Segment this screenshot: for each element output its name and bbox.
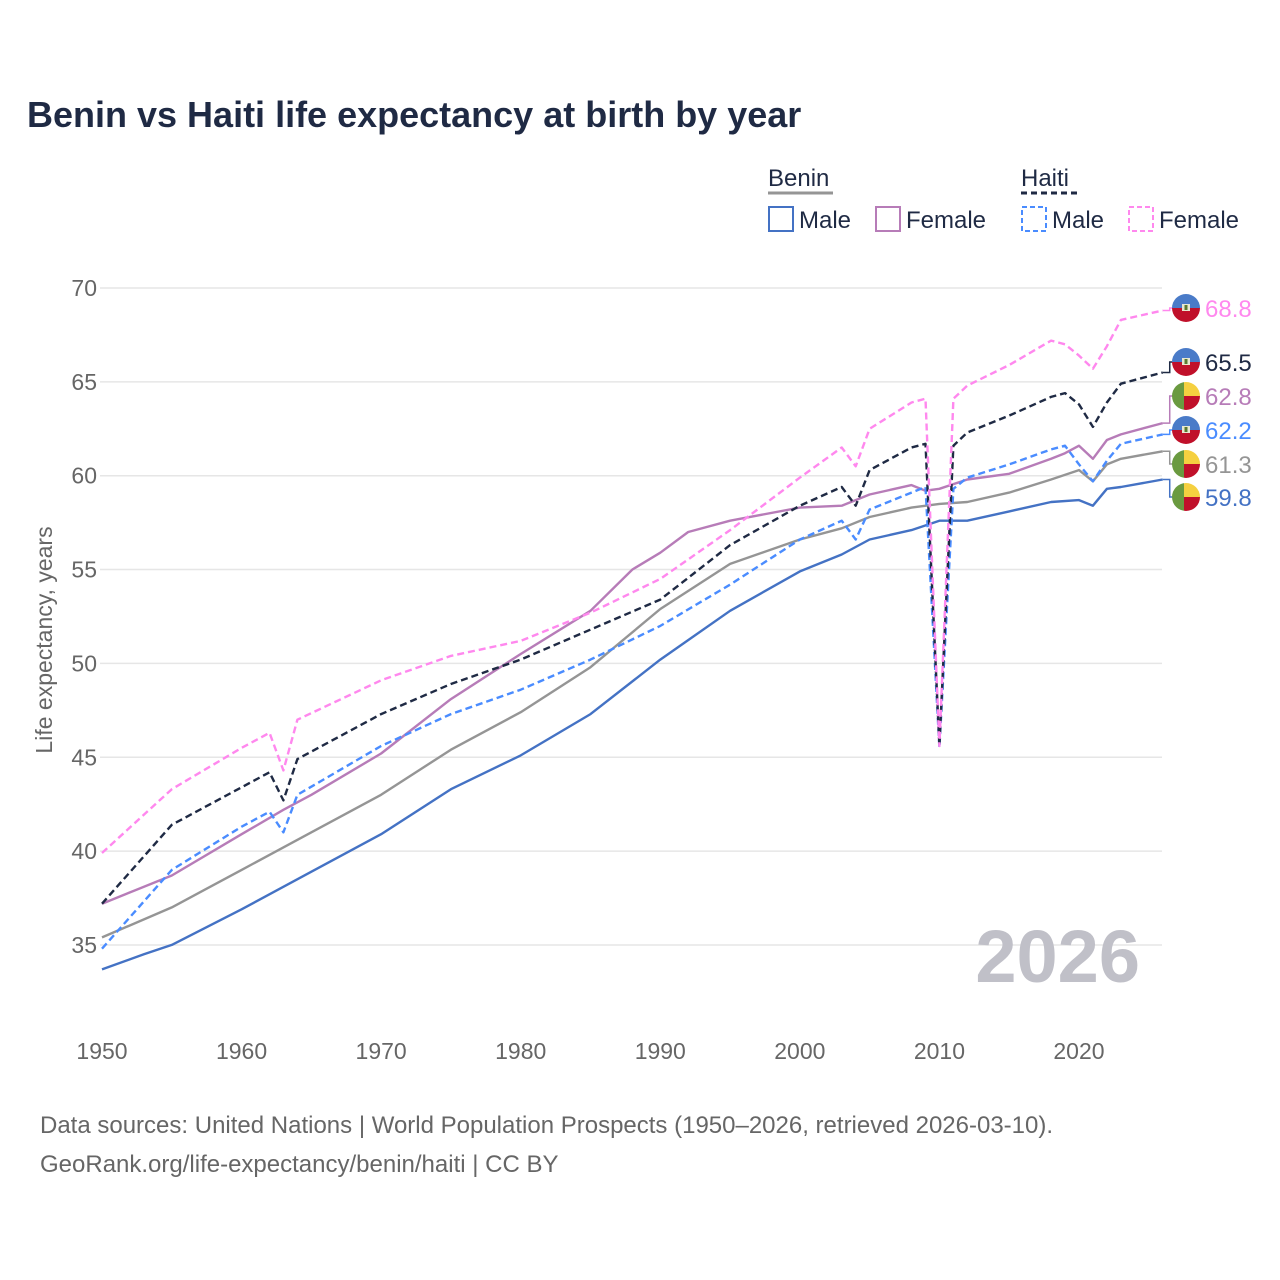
footer: Data sources: United Nations | World Pop… (40, 1106, 1053, 1184)
x-tick-label: 1970 (356, 1038, 407, 1064)
y-axis-label: Life expectancy, years (31, 526, 57, 753)
x-tick-label: 1960 (216, 1038, 267, 1064)
legend-benin-male[interactable]: Male (799, 207, 851, 234)
x-tick-label: 2020 (1053, 1038, 1104, 1064)
haiti-flag-icon (1172, 294, 1200, 322)
benin-flag-icon (1172, 382, 1200, 410)
legend-benin-female[interactable]: Female (906, 207, 986, 234)
haiti-flag-icon (1172, 416, 1200, 444)
y-tick-label: 55 (71, 557, 97, 583)
y-tick-label: 40 (71, 838, 97, 864)
x-tick-label: 1950 (76, 1038, 127, 1064)
chart-title: Benin vs Haiti life expectancy at birth … (27, 94, 802, 135)
legend-haiti-female[interactable]: Female (1159, 207, 1239, 234)
legend-group-haiti: Haiti (1021, 165, 1069, 192)
legend-swatch-haiti-male (1021, 206, 1047, 232)
end-value-label: 59.8 (1205, 485, 1252, 512)
series-line-haiti (101, 371, 1164, 905)
benin-flag-icon (1172, 450, 1200, 478)
end-value-label: 61.3 (1205, 452, 1252, 479)
x-tick-label: 2000 (774, 1038, 825, 1064)
x-tick-label: 1990 (635, 1038, 686, 1064)
y-tick-label: 60 (71, 463, 97, 489)
series-line-haiti-male (101, 433, 1163, 950)
source-link[interactable]: GeoRank.org/life-expectancy/benin/haiti … (40, 1151, 559, 1178)
y-tick-label: 45 (71, 744, 97, 770)
y-tick-label: 65 (71, 369, 97, 395)
y-tick-label: 35 (71, 932, 97, 958)
haiti-flag-icon (1172, 348, 1200, 376)
legend-swatch-benin-female (875, 206, 901, 232)
end-value-label: 65.5 (1205, 350, 1252, 377)
end-value-label: 68.8 (1205, 296, 1252, 323)
year-watermark: 2026 (975, 915, 1140, 998)
data-sources: Data sources: United Nations | World Pop… (40, 1112, 1054, 1139)
x-tick-label: 1980 (495, 1038, 546, 1064)
series-line-haiti-female (101, 309, 1163, 854)
legend-swatch-haiti-female (1128, 206, 1154, 232)
series-line-benin (101, 450, 1163, 939)
legend-swatch-benin-male (768, 206, 794, 232)
end-value-label: 62.8 (1205, 384, 1252, 411)
series-line-benin-female (101, 421, 1164, 905)
y-tick-label: 70 (71, 275, 97, 301)
end-value-label: 62.2 (1205, 418, 1252, 445)
y-tick-label: 50 (71, 650, 97, 676)
x-tick-label: 2010 (914, 1038, 965, 1064)
series-line-benin-male (101, 478, 1163, 971)
legend-haiti-male[interactable]: Male (1052, 207, 1104, 234)
benin-flag-icon (1172, 483, 1200, 511)
legend: Benin Male Female Haiti Male Female (768, 165, 1239, 234)
legend-group-benin: Benin (768, 165, 829, 192)
